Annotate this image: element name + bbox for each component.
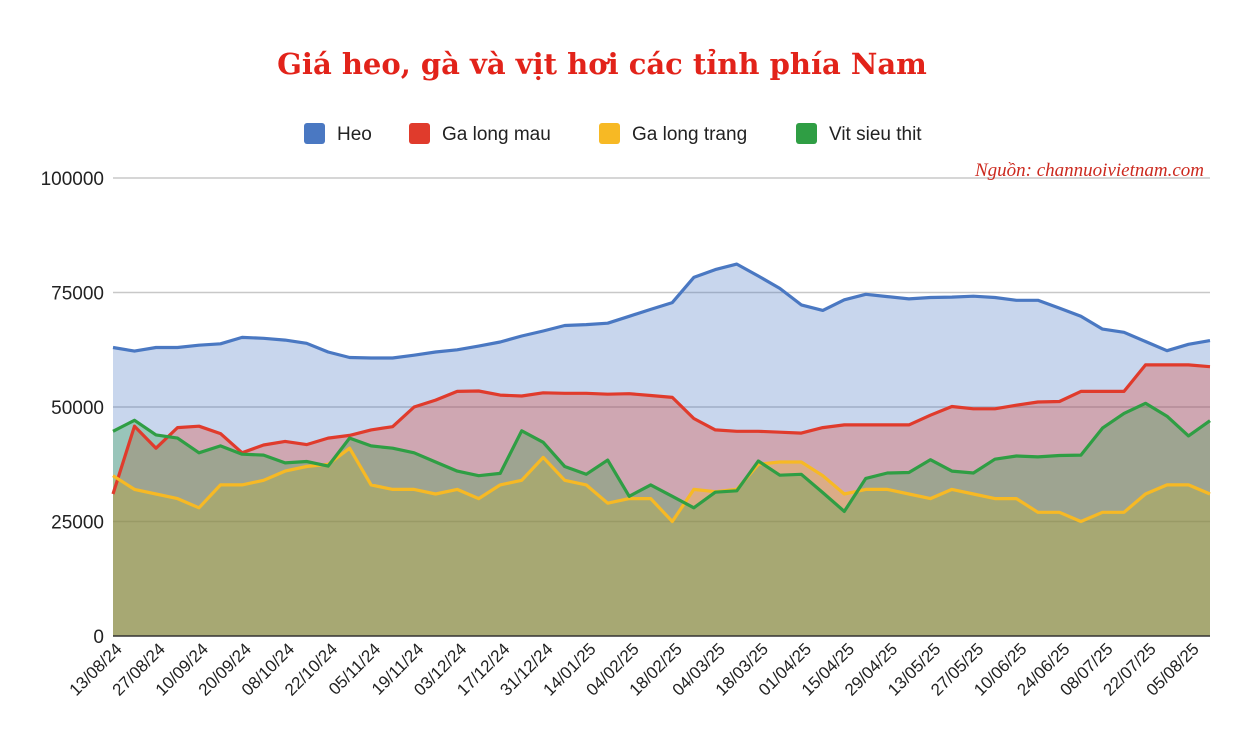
legend-swatch-heo <box>304 123 325 144</box>
legend-item-ga-long-trang[interactable]: Ga long trang <box>599 123 747 145</box>
legend-swatch-ga-long-trang <box>599 123 620 144</box>
line-vit-sieu-thit[interactable] <box>112 401 1211 513</box>
legend-label-vit-sieu-thit: Vit sieu thit <box>829 124 922 145</box>
area-vit-sieu-thit <box>113 403 1210 636</box>
source-note: Nguồn: channuoivietnam.com <box>974 160 1204 181</box>
legend-item-vit-sieu-thit[interactable]: Vit sieu thit <box>796 123 922 145</box>
y-tick-label: 0 <box>93 627 104 648</box>
y-tick-label: 75000 <box>51 284 104 305</box>
area-fills <box>113 264 1210 636</box>
y-tick-label: 25000 <box>51 513 104 534</box>
x-axis-ticks: 13/08/2427/08/2410/09/2420/09/2408/10/24… <box>66 639 1203 699</box>
legend-item-heo[interactable]: Heo <box>304 123 372 145</box>
line-ga-long-trang[interactable] <box>112 446 1211 524</box>
area-heo <box>113 264 1210 636</box>
legend: Heo Ga long mau Ga long trang Vit sieu t… <box>304 123 922 145</box>
legend-item-ga-long-mau[interactable]: Ga long mau <box>409 123 551 145</box>
line-ga-long-mau[interactable] <box>111 363 1211 495</box>
gridlines <box>113 177 1210 523</box>
chart-title: Giá heo, gà và vịt hơi các tỉnh phía Nam <box>277 47 927 81</box>
area-ga-long-mau <box>113 364 1210 636</box>
y-axis-ticks: 0 25000 50000 75000 100000 <box>41 169 104 648</box>
area-ga-long-trang <box>113 448 1210 636</box>
y-tick-label: 100000 <box>41 169 104 190</box>
line-heo[interactable] <box>112 262 1211 360</box>
series-lines <box>111 262 1211 524</box>
legend-swatch-vit-sieu-thit <box>796 123 817 144</box>
legend-label-ga-long-trang: Ga long trang <box>632 124 747 145</box>
legend-label-heo: Heo <box>337 124 372 145</box>
y-tick-label: 50000 <box>51 398 104 419</box>
legend-label-ga-long-mau: Ga long mau <box>442 124 551 145</box>
legend-swatch-ga-long-mau <box>409 123 430 144</box>
